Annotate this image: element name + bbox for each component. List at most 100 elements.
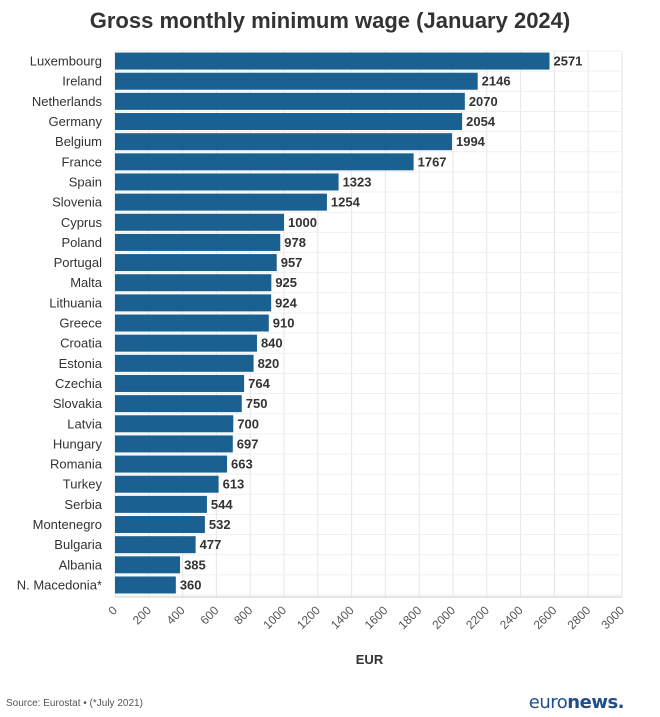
value-label: 2070 [469,94,498,109]
bar [115,475,219,493]
logo-regular: euro [528,692,568,713]
category-label: Spain [69,174,102,189]
value-label: 1254 [331,195,361,210]
bar [115,395,242,413]
category-label: Slovakia [53,396,103,411]
value-label: 1323 [343,174,372,189]
bar [115,133,452,151]
bar [115,254,277,272]
category-label: Croatia [60,336,103,351]
value-label: 750 [246,396,268,411]
bar [115,576,176,594]
value-label: 910 [273,316,295,331]
bar [115,193,327,211]
bar [115,113,463,131]
value-label: 820 [258,356,280,371]
bar [115,354,254,372]
bar [115,213,284,231]
category-label: Belgium [55,134,102,149]
bar [115,52,550,70]
value-label: 925 [275,275,297,290]
bar-chart: Luxembourg 2571 Ireland 2146 Netherlands 2070… [17,50,627,667]
x-tick-label: 2800 [565,603,594,632]
value-label: 2571 [553,54,582,69]
bar [115,536,196,554]
bar [115,495,207,513]
value-label: 532 [209,517,231,532]
category-label: Czechia [55,376,103,391]
value-label: 764 [248,376,270,391]
category-label: Portugal [54,255,103,270]
x-tick-label: 2600 [531,603,560,632]
value-label: 697 [237,436,259,451]
category-label: Greece [59,316,102,331]
category-label: Serbia [64,497,102,512]
x-tick-label: 2000 [429,603,458,632]
x-tick-label: 1800 [396,603,425,632]
value-label: 613 [223,477,245,492]
category-label: Estonia [59,356,103,371]
x-tick-label: 1400 [328,603,357,632]
value-label: 700 [237,416,259,431]
category-label: Montenegro [33,517,102,532]
value-label: 544 [211,497,233,512]
x-tick-label: 600 [197,603,221,627]
bar [115,556,181,574]
bar [115,233,281,251]
category-label: Germany [49,114,103,129]
chart-title: Gross monthly minimum wage (January 2024… [89,8,571,33]
value-label: 840 [261,336,283,351]
category-label: Ireland [62,74,102,89]
bar [115,435,233,453]
bar [115,153,414,171]
x-tick-label: 0 [105,603,120,618]
bar [115,455,228,473]
bar [115,294,272,312]
source-note: Source: Eurostat • (*July 2021) [6,698,143,709]
value-label: 663 [231,457,253,472]
value-label: 978 [284,235,306,250]
x-tick-label: 1600 [362,603,391,632]
bar [115,516,205,534]
value-label: 360 [180,577,202,592]
category-label: Luxembourg [30,54,102,69]
category-label: Romania [50,457,103,472]
x-tick-label: 1000 [260,603,289,632]
bar [115,274,272,292]
x-tick-label: 800 [231,603,255,627]
bar [115,334,257,352]
category-label: Hungary [53,436,103,451]
category-label: Netherlands [32,94,103,109]
value-label: 1994 [456,134,486,149]
value-label: 1000 [288,215,317,230]
category-label: Lithuania [49,295,103,310]
value-label: 477 [200,537,222,552]
euronews-logo: euronews. [528,692,625,713]
category-label: France [62,154,102,169]
bar [115,314,269,332]
value-label: 957 [281,255,303,270]
bar [115,415,234,433]
category-label: Albania [59,557,103,572]
x-tick-label: 200 [130,603,154,627]
x-tick-label: 2400 [497,603,526,632]
value-label: 1767 [418,154,447,169]
value-label: 2146 [482,74,511,89]
bar [115,92,465,110]
category-label: Poland [62,235,102,250]
value-label: 2054 [466,114,496,129]
category-label: Slovenia [52,195,103,210]
category-label: Malta [70,275,103,290]
category-label: Turkey [63,477,103,492]
bar [115,72,478,90]
x-axis-title: EUR [356,652,384,667]
x-tick-label: 3000 [598,603,627,632]
logo-bold: news. [567,692,624,713]
category-label: Latvia [67,416,102,431]
value-label: 385 [184,557,206,572]
value-label: 924 [275,295,297,310]
category-label: Bulgaria [54,537,102,552]
bar [115,173,339,191]
bar [115,374,245,392]
x-tick-label: 400 [164,603,188,627]
